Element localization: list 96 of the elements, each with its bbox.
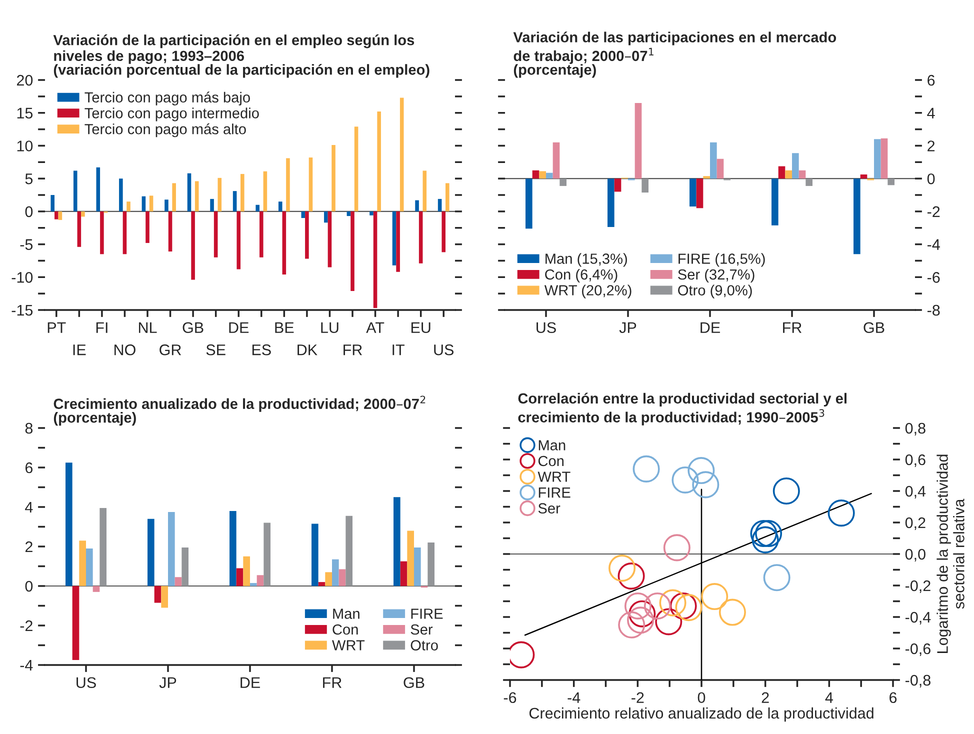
y2-tick-label: -8 [927,304,940,316]
x-tick-label: NO [114,344,136,356]
y-tick-label: -10 [12,272,33,283]
chart-title: Crecimiento anualizado de la productividad; 2000–07$^{2}$ [54,396,426,412]
x-tick-label: -2 [632,692,644,703]
x-tick-label: GB [864,322,884,334]
y-tick-label: 20 [16,74,33,86]
y2-tick-label: 4 [927,108,935,118]
x-tick-label: ES [252,344,271,356]
y2-tick-label: -0,8 [905,674,930,688]
y2-tick-label: 0,8 [905,422,926,436]
y-tick-label: 8 [25,422,33,434]
x-tick-label: DE [700,322,720,333]
x-tick-label: AT [366,322,384,333]
chart-subtitle: (porcentaje) [54,412,136,426]
x-tick-label: NL [138,322,157,333]
x-tick-label: FR [783,322,802,333]
x-tick-label: GR [160,344,182,356]
x-tick-label: DK [298,344,318,356]
legend-label: Tercio con pago intermedio [84,108,259,122]
y-tick-label: 6 [25,462,33,474]
chart-title: Variación de la participación en el empleo según los niveles de pago; 1993–2006 [53,34,414,64]
chart-title: Variación de las participaciones en el mercado de trabajo; 2000–07$^{1}$ [513,32,836,64]
x-tick-label: US [76,677,96,688]
x-tick-label: DE [229,322,249,333]
y-tick-label: -4 [20,660,33,671]
legend-label: Ser (32,7%) [678,268,754,283]
x-tick-label: JP [159,677,176,688]
x-tick-label: JP [619,322,636,334]
x-tick-label: FI [96,322,108,333]
legend-label: Ser [410,624,433,635]
x-tick-label: GB [404,677,424,688]
y2-tick-label: -0,4 [905,612,931,624]
y2-tick-label: 0,6 [905,454,926,467]
y-tick-label: 15 [17,108,33,119]
x-tick-label: US [536,322,556,334]
x-tick-label: 4 [825,692,833,703]
y-tick-label: 0 [25,580,33,592]
x-tick-label: FR [344,344,362,356]
x-tick-label: GB [182,322,204,334]
legend-label: Tercio con pago más bajo [84,92,250,106]
y2-tick-label: -4 [927,239,940,250]
chart-subtitle: (variación porcentual de la participación en el empleo) [54,64,430,78]
legend-label: Man (15,3%) [546,253,627,267]
y-tick-label: 0 [25,206,33,218]
y2-tick-label: -6 [927,272,940,283]
x-axis-title: Crecimiento relativo anualizado de la productividad [529,707,874,722]
x-tick-label: IT [392,344,404,356]
legend-label: FIRE [538,488,570,498]
x-tick-label: 0 [698,692,706,704]
chart-title: Correlación entre la productividad sectorial y el crecimiento de la productividad; 1990–2005$^{3}$ [518,392,846,426]
x-tick-label: EU [411,322,430,334]
legend-label: Con [332,624,358,635]
legend-label: Man [333,608,360,619]
y2-tick-label: -2 [927,206,940,217]
y-tick-label: 2 [25,541,32,552]
y2-tick-label: 6 [928,74,935,86]
legend-label: Con [538,456,564,466]
y-tick-label: 10 [17,140,33,152]
x-tick-label: DE [240,677,260,688]
x-tick-label: LU [321,322,338,334]
y-tick-label: -2 [20,620,32,632]
y2-tick-label: 0,0 [905,548,926,562]
x-tick-label: 2 [762,692,769,703]
legend-label: WRT (20,2%) [544,284,632,298]
x-tick-label: FR [323,677,342,688]
y-tick-label: 5 [25,174,33,184]
y2-tick-label: -0,6 [905,643,930,656]
x-tick-label: PT [48,322,66,333]
y2-tick-label: 0,4 [905,486,926,498]
y2-axis-title: Logaritmo de la productividad sectorial relativa [936,454,964,653]
legend-label: Ser [538,503,560,514]
y-tick-label: -15 [12,305,33,316]
legend-label: Tercio con pago más alto [84,123,246,138]
x-tick-label: -4 [568,692,580,703]
legend-label: WRT [538,472,570,482]
legend-label: FIRE (16,5%) [678,253,765,267]
legend-label: Con (6,4%) [545,268,618,283]
x-tick-label: -6 [504,692,516,704]
y2-tick-label: 0 [927,173,935,184]
x-tick-label: IE [73,344,86,356]
x-tick-label: US [434,344,454,356]
x-tick-label: BE [275,322,294,333]
y-tick-label: -5 [20,239,33,250]
legend-label: Otro [410,640,438,650]
y-tick-label: 4 [25,502,33,513]
legend-label: FIRE [411,608,443,619]
y2-tick-label: -0,2 [905,580,930,593]
x-tick-label: SE [206,344,226,356]
chart-subtitle: (porcentaje) [514,64,596,78]
y2-tick-label: 0,2 [905,517,926,530]
legend-label: Otro (9,0%) [678,284,752,298]
y2-tick-label: 2 [928,140,935,152]
legend-label: Man [538,440,566,450]
legend-label: WRT [332,640,365,650]
x-tick-label: 6 [890,692,897,704]
